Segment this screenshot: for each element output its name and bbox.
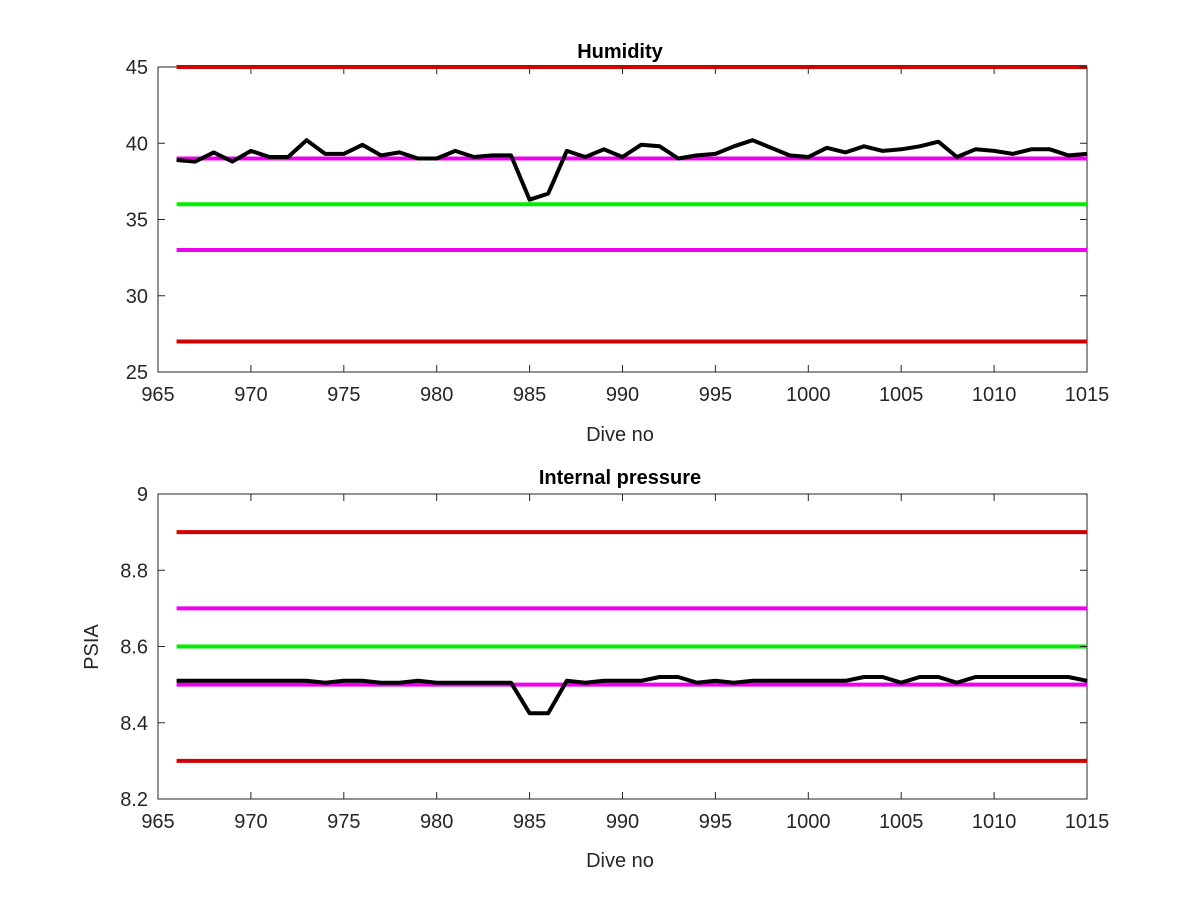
y-tick-label: 8.6 (120, 637, 148, 659)
x-tick-label: 970 (234, 384, 267, 406)
internal-pressure-plot: Internal pressure Dive no PSIA 965 970 975… (81, 467, 1109, 872)
x-tick-label: 1000 (786, 811, 831, 833)
y-tick-label: 8.8 (120, 560, 148, 582)
data-series-line (176, 138, 1088, 202)
x-tick-label: 1010 (972, 384, 1017, 406)
x-tick-label: 1005 (879, 384, 924, 406)
x-tick-label: 970 (234, 811, 267, 833)
data-series-line (176, 675, 1088, 716)
y-tick-label: 40 (126, 133, 148, 155)
x-tick-label: 980 (420, 811, 453, 833)
x-tick-label: 965 (141, 384, 174, 406)
y-tick-label: 8.4 (120, 713, 148, 735)
y-tick-label: 35 (126, 210, 148, 232)
y-tick-label: 8.2 (120, 789, 148, 811)
humidity-plot: Humidity Dive no 965 970 975 980 985 990 995 10… (126, 41, 1110, 446)
x-axis-label: Dive no (586, 424, 654, 446)
x-tick-label: 975 (327, 384, 360, 406)
x-tick-label: 990 (606, 811, 639, 833)
y-tick-label: 9 (137, 484, 148, 506)
x-tick-label: 965 (141, 811, 174, 833)
x-tick-label: 995 (699, 811, 732, 833)
x-tick-label: 985 (513, 811, 546, 833)
x-tick-label: 980 (420, 384, 453, 406)
x-tick-label: 1005 (879, 811, 924, 833)
x-tick-label: 995 (699, 384, 732, 406)
x-tick-label: 1010 (972, 811, 1017, 833)
plot-title: Internal pressure (539, 467, 701, 489)
x-tick-label: 985 (513, 384, 546, 406)
plot-title: Humidity (577, 41, 663, 63)
plot-area (157, 66, 1088, 373)
y-tick-label: 45 (126, 57, 148, 79)
x-tick-label: 975 (327, 811, 360, 833)
x-tick-label: 1015 (1065, 384, 1110, 406)
x-tick-label: 990 (606, 384, 639, 406)
x-tick-label: 1015 (1065, 811, 1110, 833)
y-tick-label: 30 (126, 286, 148, 308)
x-axis-label: Dive no (586, 850, 654, 872)
x-tick-label: 1000 (786, 384, 831, 406)
y-axis-label: PSIA (81, 624, 103, 670)
y-tick-label: 25 (126, 362, 148, 384)
